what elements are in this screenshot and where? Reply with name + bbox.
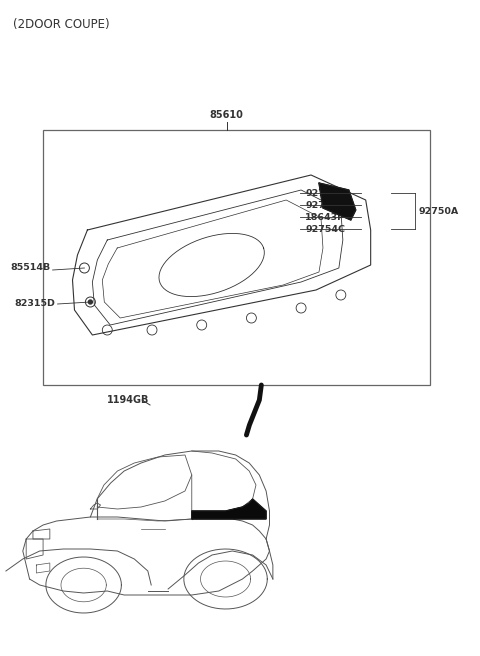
Text: 82315D: 82315D <box>15 300 56 308</box>
Polygon shape <box>319 183 356 220</box>
Text: 18643P: 18643P <box>305 213 345 222</box>
Text: 85514B: 85514B <box>11 264 50 272</box>
Text: 92750A: 92750A <box>419 207 458 216</box>
Circle shape <box>88 300 92 304</box>
Text: 1194GB: 1194GB <box>108 395 150 405</box>
Text: 92756A: 92756A <box>305 201 346 209</box>
Text: 92754C: 92754C <box>305 224 345 234</box>
Polygon shape <box>192 499 266 519</box>
Text: (2DOOR COUPE): (2DOOR COUPE) <box>13 18 109 31</box>
Text: 92752A: 92752A <box>305 188 346 197</box>
Bar <box>43 130 430 385</box>
Text: 85610: 85610 <box>210 110 243 120</box>
